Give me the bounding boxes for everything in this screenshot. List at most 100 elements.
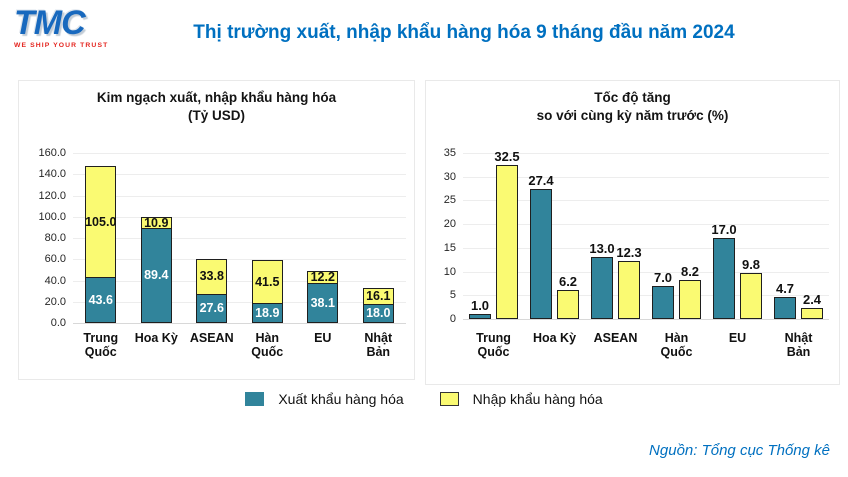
bar-segment-import: 33.8 <box>196 258 228 295</box>
bar-columns: 1.0 32.5 27.4 6.2 13.0 12.3 7.0 8.2 17.0 9.8 4.7 2.… <box>463 149 829 319</box>
x-category-label: Trung Quốc <box>476 331 511 360</box>
bar-import: 6.2 <box>557 274 579 319</box>
x-category-label: EU <box>314 331 332 345</box>
plot-trade-value: 0.0 20.0 40.0 60.0 80.0 100.0 120.0 140.0 160.0 1… <box>38 147 406 329</box>
bar-import: 8.2 <box>679 264 701 319</box>
y-axis-tick-label: 160.0 <box>38 147 66 159</box>
bar-import: 2.4 <box>801 292 823 319</box>
x-category-label: Nhật Bản <box>364 331 393 360</box>
bar-column: 27.4 6.2 <box>528 153 579 319</box>
bar-value-label: 43.6 <box>88 292 113 307</box>
stacked-bar: 10.9 89.4 <box>140 215 172 323</box>
legend-label-import: Nhập khẩu hàng hóa <box>472 391 603 407</box>
bar-segment-import: 16.1 <box>362 287 394 305</box>
gridline <box>73 195 406 197</box>
bar-group: 1.0 32.5 <box>469 149 520 319</box>
bar-segment-export: 38.1 <box>307 282 339 323</box>
bar-value-label: 6.2 <box>558 273 578 289</box>
tmc-logo: TMC WE SHIP YOUR TRUST <box>14 6 108 49</box>
chart-title-trade-value-line1: Kim ngạch xuất, nhập khẩu hàng hóa <box>96 90 337 105</box>
bar-segment-export: 18.9 <box>251 302 283 323</box>
bar-value-label: 7.0 <box>653 269 673 285</box>
bar-group: 13.0 12.3 <box>589 153 642 319</box>
x-category-label: Hoa Kỳ <box>134 331 178 345</box>
legend-item-import: Nhập khẩu hàng hóa <box>439 391 603 407</box>
y-axis-tick-label: 20.0 <box>44 295 66 308</box>
bar-value-label: 8.2 <box>680 264 700 280</box>
bar-segment-export: 18.0 <box>362 303 394 323</box>
bar-segment-import: 41.5 <box>251 259 283 304</box>
chart-title-growth-rate-line2: so với cùng kỳ năm trước (%) <box>536 107 729 123</box>
bar-value-label: 33.8 <box>199 269 224 284</box>
logo-tagline: WE SHIP YOUR TRUST <box>14 42 109 49</box>
bar-segment-export: 27.6 <box>196 293 228 323</box>
bar-value-label: 9.8 <box>741 256 761 272</box>
bar-value-label: 18.0 <box>366 306 391 321</box>
y-axis-tick-label: 140.0 <box>38 168 66 181</box>
bar-value-label: 38.1 <box>310 295 335 310</box>
bar-value-label: 10.9 <box>144 215 169 230</box>
legend-label-export: Xuất khẩu hàng hóa <box>278 391 404 407</box>
chart-title-trade-value: Kim ngạch xuất, nhập khẩu hàng hóa (Tỷ U… <box>19 89 414 124</box>
bar-group: 4.7 2.4 <box>774 153 823 319</box>
x-category-label: Hàn Quốc <box>660 331 693 360</box>
legend-item-export: Xuất khẩu hàng hóa <box>245 391 404 407</box>
bar-columns: 105.0 43.6 10.9 89.4 33.8 27.6 41.5 18.9 12.2 38.… <box>73 153 406 323</box>
bar-segment-export: 89.4 <box>140 228 172 323</box>
gridline <box>463 295 829 297</box>
gridline <box>73 301 406 303</box>
bar-segment-export: 43.6 <box>85 276 117 323</box>
bar-value-label: 41.5 <box>255 274 280 289</box>
bar-group: 17.0 9.8 <box>711 153 762 319</box>
bar-import: 9.8 <box>740 257 762 319</box>
bar-column: 105.0 43.6 <box>85 153 116 323</box>
y-axis-tick-label: 0 <box>449 313 456 325</box>
bar-segment-import: 105.0 <box>85 166 116 278</box>
gridline <box>463 176 829 178</box>
gridline <box>73 259 406 261</box>
stacked-bar: 12.2 38.1 <box>307 269 339 323</box>
bar-value-label: 105.0 <box>85 214 117 229</box>
bar-group: 27.4 6.2 <box>528 153 579 319</box>
bar-import: 12.3 <box>616 245 642 319</box>
bar-export: 4.7 <box>774 281 796 319</box>
bar-import: 32.5 <box>494 149 520 319</box>
bar-export: 27.4 <box>528 173 554 319</box>
panel-trade-value-chart: Kim ngạch xuất, nhập khẩu hàng hóa (Tỷ U… <box>18 80 415 380</box>
x-category-label: Nhật Bản <box>784 331 813 360</box>
y-axis-tick-label: 80.0 <box>44 232 66 244</box>
y-axis-tick-label: 35 <box>443 147 456 159</box>
bar-value-label: 27.6 <box>199 301 224 316</box>
x-category-label: Hàn Quốc <box>251 331 284 360</box>
bar-value-label: 89.4 <box>144 268 169 283</box>
bar-column: 17.0 9.8 <box>711 153 762 319</box>
logo-text: TMC <box>14 4 86 42</box>
y-axis-tick-label: 60.0 <box>44 253 66 266</box>
bar-value-label: 12.3 <box>616 244 642 260</box>
page-title: Thị trường xuất, nhập khẩu hàng hóa 9 th… <box>193 22 735 43</box>
source-note: Nguồn: Tổng cục Thống kê <box>649 442 830 459</box>
y-axis-tick-label: 10 <box>443 265 456 278</box>
x-axis-labels-trade-value: Trung Quốc Hoa Kỳ ASEAN Hàn Quốc EU Nhật Bản <box>73 331 406 360</box>
y-axis-tick-label: 0.0 <box>50 317 66 329</box>
plot-growth-rate: 0 5 10 15 20 25 30 35 1.0 32.5 27.4 6.2 13.0 12.3 7.0 8… <box>444 147 829 325</box>
bar-value-label: 4.7 <box>775 280 795 296</box>
bar-value-label: 17.0 <box>711 222 737 238</box>
bar-value-label: 27.4 <box>528 173 554 189</box>
legend-swatch-import <box>439 392 459 406</box>
bar-column: 10.9 89.4 <box>140 153 172 323</box>
bar-value-label: 12.2 <box>310 269 335 284</box>
x-category-label: ASEAN <box>593 331 638 345</box>
x-category-label: ASEAN <box>189 331 234 345</box>
bar-export: 1.0 <box>469 298 491 319</box>
y-axis-tick-label: 15 <box>443 241 456 254</box>
bar-column: 13.0 12.3 <box>589 153 642 319</box>
bar-export: 17.0 <box>711 222 737 319</box>
y-axis-tick-label: 20 <box>443 218 456 231</box>
bar-group: 7.0 8.2 <box>652 153 701 319</box>
gridline <box>463 224 829 226</box>
gridline <box>463 247 829 249</box>
bar-export: 13.0 <box>589 241 615 319</box>
y-axis-tick-label: 100.0 <box>38 210 66 223</box>
y-axis-tick-label: 5 <box>449 289 456 302</box>
